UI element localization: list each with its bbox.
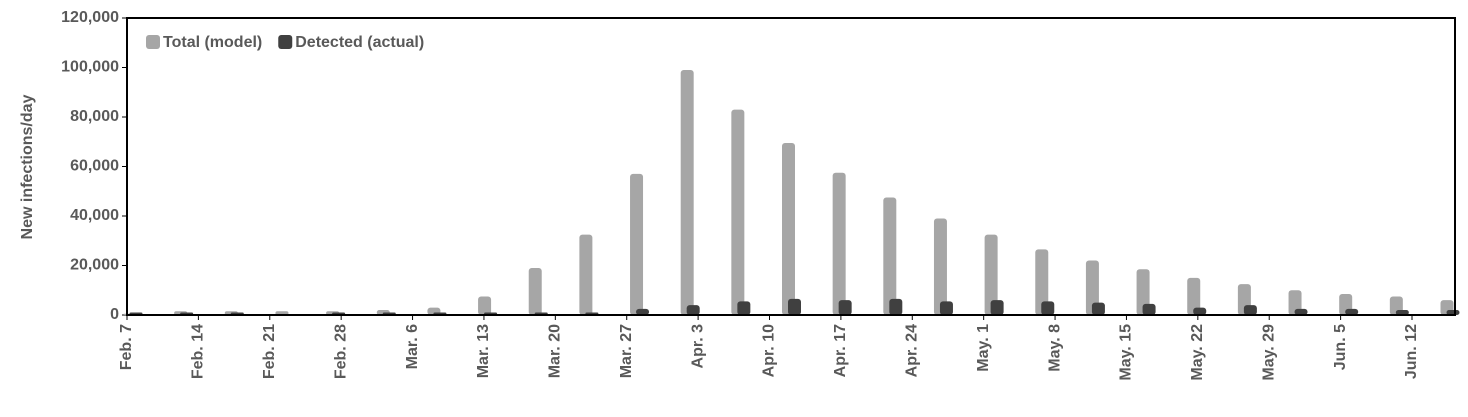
y-tick-label: 0 [110, 306, 119, 323]
x-tick-label: May. 1 [975, 324, 992, 372]
bar [1091, 302, 1105, 315]
x-tick-label: Jun. 5 [1332, 324, 1349, 370]
x-tick-label: Feb. 14 [190, 324, 207, 379]
bar [630, 173, 644, 315]
bar [1193, 307, 1207, 315]
x-tick-label: Feb. 21 [261, 324, 278, 379]
bar [680, 69, 694, 315]
bar [1142, 303, 1156, 315]
bar [838, 300, 852, 315]
bar [636, 308, 650, 315]
bar [1345, 308, 1359, 315]
x-tick-label: Apr. 17 [832, 324, 849, 377]
plot-frame [126, 17, 1456, 316]
x-tick-label: Feb. 28 [332, 324, 349, 379]
y-tick-label: 80,000 [70, 108, 119, 125]
x-tick-label: Mar. 20 [547, 324, 564, 378]
x-tick-label: Apr. 3 [689, 324, 706, 369]
bar [686, 305, 700, 315]
x-tick-label: Mar. 27 [618, 324, 635, 378]
bar [1446, 310, 1460, 315]
bar [1243, 305, 1257, 315]
bar [788, 298, 801, 315]
bar [1187, 277, 1201, 315]
y-axis-label: New infections/day [19, 94, 36, 239]
bar [1294, 308, 1308, 315]
bar [579, 234, 593, 315]
bar [1136, 269, 1150, 315]
x-tick-label: Apr. 10 [761, 324, 778, 377]
bar [939, 301, 953, 315]
y-tick-label: 20,000 [70, 257, 119, 274]
bar [933, 218, 947, 315]
bar [1395, 310, 1409, 315]
legend-swatch [146, 35, 160, 49]
y-tick-label: 40,000 [70, 207, 119, 224]
x-tick-label: Mar. 6 [404, 324, 421, 369]
bar [984, 234, 998, 315]
x-tick-label: May. 8 [1046, 324, 1063, 372]
bar [1041, 301, 1055, 315]
bar [990, 300, 1004, 315]
x-tick-label: Apr. 24 [903, 324, 920, 377]
x-tick-label: Mar. 13 [475, 324, 492, 378]
bar [737, 301, 751, 315]
x-tick-label: May. 22 [1189, 324, 1206, 381]
bar [1035, 249, 1049, 315]
x-tick-label: May. 29 [1260, 324, 1277, 381]
bar [731, 109, 745, 315]
bar [883, 197, 897, 315]
y-tick-label: 100,000 [61, 59, 119, 76]
bar [1085, 260, 1099, 315]
x-tick-label: Jun. 12 [1403, 324, 1420, 379]
legend-label: Total (model) [163, 34, 262, 51]
bar [782, 142, 795, 315]
y-tick-label: 120,000 [61, 9, 119, 26]
bar [889, 298, 903, 315]
bar [528, 267, 542, 315]
legend-label: Detected (actual) [295, 34, 424, 51]
legend-swatch [278, 35, 293, 49]
x-tick-label: Feb. 7 [118, 324, 135, 370]
y-tick-label: 60,000 [70, 158, 119, 175]
x-tick-label: May. 15 [1118, 324, 1135, 381]
bar [478, 296, 492, 315]
bar [832, 172, 846, 315]
